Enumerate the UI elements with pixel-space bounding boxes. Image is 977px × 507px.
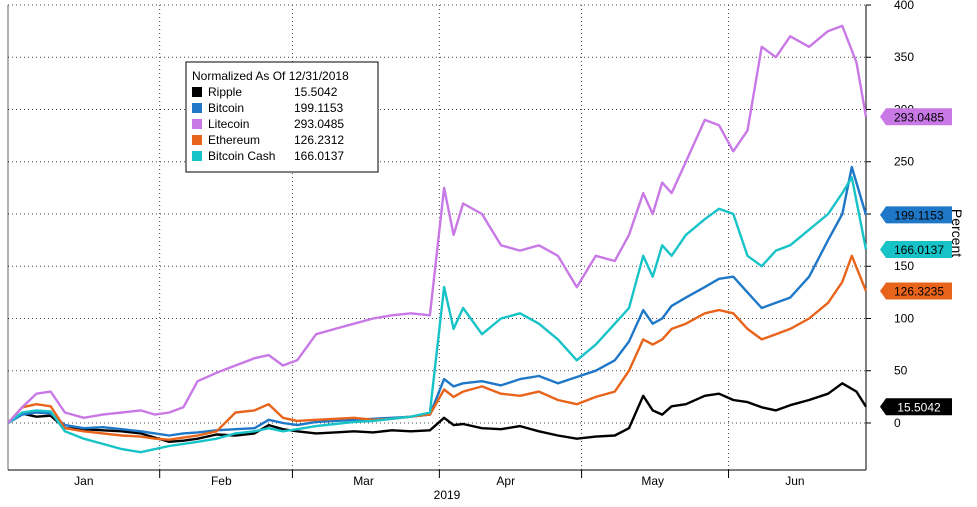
legend-swatch — [192, 151, 202, 161]
x-tick-label: Feb — [211, 474, 232, 488]
legend-series-name: Bitcoin — [208, 101, 244, 115]
y-tick-label: 250 — [894, 155, 914, 169]
legend-series-name: Litecoin — [208, 117, 249, 131]
legend-series-name: Ripple — [208, 85, 242, 99]
last-value-tag — [880, 398, 952, 416]
x-axis: Jan Feb Mar Apr May Jun — [7, 5, 866, 488]
x-tick-label: May — [641, 474, 664, 488]
legend-title: Normalized As Of 12/31/2018 — [192, 69, 349, 83]
y-tick-label: 150 — [894, 259, 914, 273]
series-line-ethereum — [7, 254, 868, 441]
legend-box — [185, 61, 379, 173]
last-value-tag — [880, 206, 952, 224]
y-tick-label: 100 — [894, 311, 914, 325]
x-axis-title: 2019 — [434, 488, 461, 502]
series-line-bitcoin-cash — [7, 176, 868, 454]
legend-swatch — [192, 135, 202, 145]
last-value-label: 15.5042 — [897, 400, 941, 414]
legend-swatch — [192, 119, 202, 129]
y-tick-label: 350 — [894, 50, 914, 64]
y-tick-label: 50 — [894, 364, 908, 378]
last-value-tag — [880, 241, 952, 259]
last-value-label: 166.0137 — [894, 243, 944, 257]
x-tick-label: Jan — [74, 474, 93, 488]
legend-series-value: 166.0137 — [294, 149, 344, 163]
last-value-labels: 15.5042 199.1153 293.0485 126.3235 166.0137 — [880, 108, 952, 416]
legend-swatch — [192, 103, 202, 113]
last-value-label: 293.0485 — [894, 110, 944, 124]
legend-series-name: Bitcoin Cash — [208, 149, 275, 163]
y-tick-label: 0 — [894, 416, 901, 430]
y-axis: 050100150200250300350400 — [865, 0, 914, 470]
last-value-label: 199.1153 — [894, 208, 943, 222]
legend-swatch — [192, 87, 202, 97]
last-value-tag — [880, 108, 952, 126]
series-lines — [7, 24, 868, 454]
y-tick-label: 400 — [894, 0, 914, 12]
x-tick-label: Apr — [496, 474, 515, 488]
y-axis-title: Percent — [949, 209, 965, 257]
legend-series-value: 126.2312 — [294, 133, 344, 147]
legend-series-value: 293.0485 — [294, 117, 344, 131]
legend-series-name: Ethereum — [208, 133, 260, 147]
last-value-tag — [880, 282, 952, 300]
legend-series-value: 199.1153 — [294, 101, 343, 115]
series-line-bitcoin — [7, 165, 868, 437]
legend-series-value: 15.5042 — [294, 85, 338, 99]
x-tick-label: Mar — [353, 474, 374, 488]
series-line-litecoin — [7, 24, 868, 424]
legend: Normalized As Of 12/31/2018 Ripple 15.5042… — [185, 61, 379, 173]
last-value-label: 126.3235 — [894, 285, 944, 299]
x-tick-label: Jun — [785, 474, 804, 488]
